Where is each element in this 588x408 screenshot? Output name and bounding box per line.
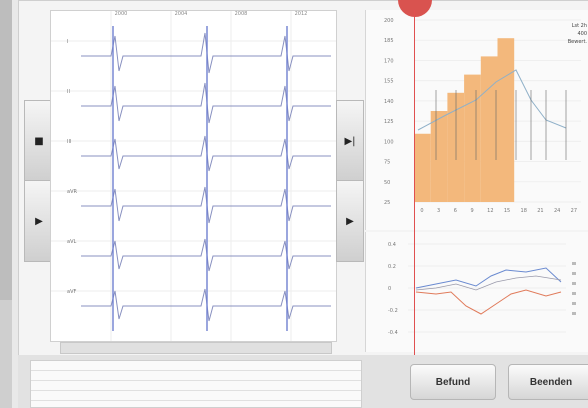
histogram-x-tick: 12 — [487, 208, 493, 214]
trend-chart: 0.4 0.2 0 -0.2 -0.4 — [388, 242, 576, 336]
ecg-top-tick: 2008 — [234, 11, 248, 17]
ecg-bottom-scrollbar[interactable] — [60, 342, 332, 354]
histogram-bar — [497, 38, 515, 203]
cursor-marker[interactable] — [398, 0, 432, 17]
ecg-lead-label: III — [67, 139, 72, 145]
beenden-button[interactable]: Beenden — [508, 364, 588, 400]
trend-line-red — [415, 289, 562, 315]
table-row — [31, 370, 361, 381]
histogram-corner-line: Bewert. — [567, 39, 587, 45]
histogram-y-tick: 25 — [384, 200, 390, 206]
left-frame — [0, 0, 12, 408]
ecg-lead-label: aVL — [67, 239, 77, 245]
ecg-lead-label: I — [67, 39, 69, 45]
histogram-y-tick: 185 — [384, 38, 394, 44]
histogram-x-tick: 0 — [420, 208, 423, 214]
ecg-strip-panel[interactable]: 2000 2004 2008 2012 I II III aVR aVL aVF — [50, 10, 337, 342]
histogram-bar — [414, 133, 431, 202]
ecg-lead-labels: I II III aVR aVL aVF — [67, 39, 81, 339]
histogram-bar — [480, 56, 498, 203]
histogram-corner-line: 400 — [577, 31, 587, 37]
histogram-corner-text: Lst 2h 400 Bewert. — [568, 22, 587, 46]
histogram-y-tick: 155 — [384, 79, 394, 85]
ecg-top-tick: 2004 — [174, 11, 188, 17]
histogram-x-tick: 24 — [554, 208, 560, 214]
histogram-x-tick: 6 — [454, 208, 457, 214]
scroll-down-right-button[interactable]: ▶ — [336, 180, 364, 262]
histogram-x-tick: 18 — [521, 208, 527, 214]
histogram-x-tick: 15 — [504, 208, 510, 214]
histogram-y-tick: 75 — [384, 160, 390, 166]
trend-legend-swatch — [572, 292, 576, 295]
histogram-x-tick: 27 — [571, 208, 577, 214]
scroll-up-right-button[interactable]: ▶| — [336, 100, 364, 182]
histogram-y-tick: 125 — [384, 119, 394, 125]
left-frame-shade — [0, 0, 12, 300]
play-icon: ▶ — [35, 215, 43, 227]
ecg-lead-label: aVF — [67, 289, 77, 295]
trend-y-tick: -0.4 — [388, 330, 398, 336]
trend-legend-swatch — [572, 302, 576, 305]
trend-y-tick: 0.2 — [388, 264, 396, 270]
ecg-top-tick: 2012 — [294, 11, 308, 17]
ecg-grid — [51, 11, 336, 341]
trend-panel[interactable]: 0.4 0.2 0 -0.2 -0.4 — [365, 232, 588, 352]
ecg-lead-label: aVR — [67, 189, 77, 195]
ecg-top-axis: 2000 2004 2008 2012 — [91, 11, 331, 19]
skip-forward-icon: ▶| — [344, 135, 356, 147]
trend-y-tick: 0 — [388, 286, 391, 292]
histogram-x-tick: 3 — [437, 208, 440, 214]
befund-button[interactable]: Befund — [410, 364, 496, 400]
cursor-line — [414, 10, 415, 355]
histogram-bar — [430, 111, 448, 202]
histogram-y-tick: 170 — [384, 58, 394, 64]
histogram-bar — [464, 74, 481, 202]
ecg-lead-label: II — [67, 89, 70, 95]
histogram-x-tick: 21 — [537, 208, 543, 214]
table-row — [31, 380, 361, 391]
ecg-top-tick: 2000 — [114, 11, 128, 17]
histogram-y-tick: 100 — [384, 139, 394, 145]
trend-legend-swatch — [572, 262, 576, 265]
scroll-up-left-button[interactable]: ■ — [24, 100, 54, 182]
trend-legend-swatch — [572, 272, 576, 275]
trend-line-gray — [415, 275, 562, 291]
table-row — [31, 390, 361, 401]
histogram-corner-line: Lst 2h — [571, 23, 587, 29]
histogram-x-tick: 9 — [470, 208, 473, 214]
trend-y-tick: 0.4 — [388, 242, 396, 248]
trend-legend-swatch — [572, 312, 576, 315]
trend-y-tick: -0.2 — [388, 308, 398, 314]
histogram-panel[interactable]: 200 185 170 155 140 125 100 75 50 25 0 3 6 9 12 15 18 21 2… — [365, 10, 588, 230]
histogram-y-tick: 50 — [384, 180, 390, 186]
summary-table — [30, 360, 362, 408]
stop-icon: ■ — [34, 135, 44, 147]
histogram-y-tick: 140 — [384, 99, 394, 105]
histogram-y-tick: 200 — [384, 18, 394, 24]
trend-legend-swatch — [572, 282, 576, 285]
scroll-down-left-button[interactable]: ▶ — [24, 180, 54, 262]
histogram-trend-line — [417, 69, 567, 131]
histogram-chart: 200 185 170 155 140 125 100 75 50 25 0 3 6 9 12 15 18 21 2… — [384, 18, 581, 214]
table-row — [31, 361, 361, 371]
trend-line-blue — [415, 267, 562, 289]
play-right-icon: ▶ — [346, 215, 354, 227]
